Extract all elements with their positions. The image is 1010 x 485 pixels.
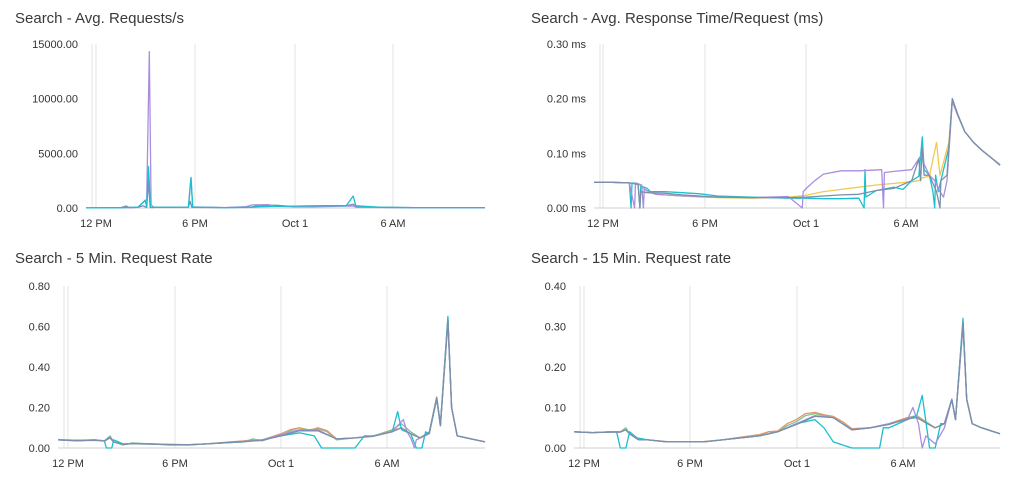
x-tick-label: 6 PM bbox=[677, 458, 703, 470]
y-tick-label: 10000.00 bbox=[32, 94, 78, 106]
y-tick-label: 0.30 ms bbox=[547, 39, 587, 51]
x-tick-label: Oct 1 bbox=[268, 458, 294, 470]
x-tick-label: 12 PM bbox=[568, 458, 600, 470]
y-tick-label: 0.00 bbox=[57, 203, 78, 215]
x-tick-label: 6 AM bbox=[890, 458, 915, 470]
panel-avg-requests: Search - Avg. Requests/s 12 PM 6 PM Oct 1 6… bbox=[15, 10, 485, 230]
y-tick-label: 0.20 ms bbox=[547, 94, 587, 106]
y-tick-label: 0.80 bbox=[29, 281, 50, 293]
x-tick-label: 6 PM bbox=[182, 218, 208, 230]
series-line bbox=[57, 315, 486, 449]
series-line bbox=[573, 321, 1001, 443]
x-tick-label: 6 AM bbox=[893, 218, 918, 230]
y-tick-label: 0.40 bbox=[545, 281, 566, 293]
series-line bbox=[85, 165, 485, 209]
panel-5min-request-rate: Search - 5 Min. Request Rate 12 PM 6 PM Oc… bbox=[15, 250, 486, 470]
series-line bbox=[594, 98, 1001, 209]
series-line bbox=[57, 317, 486, 446]
x-tick-label: Oct 1 bbox=[793, 218, 819, 230]
series-line bbox=[594, 98, 1001, 209]
panel-title: Search - Avg. Response Time/Request (ms) bbox=[531, 10, 823, 27]
y-tick-label: 15000.00 bbox=[32, 39, 78, 51]
y-tick-label: 0.30 bbox=[545, 322, 566, 334]
panel-avg-response-time: Search - Avg. Response Time/Request (ms)… bbox=[531, 10, 1001, 230]
x-tick-label: 12 PM bbox=[587, 218, 619, 230]
y-tick-label: 0.10 ms bbox=[547, 148, 587, 160]
panel-title: Search - 5 Min. Request Rate bbox=[15, 250, 213, 267]
series-line bbox=[573, 325, 1001, 449]
series-line bbox=[594, 100, 1001, 199]
series-line bbox=[57, 319, 486, 446]
series-line bbox=[57, 317, 486, 446]
panel-title: Search - 15 Min. Request rate bbox=[531, 250, 731, 267]
x-tick-label: Oct 1 bbox=[784, 458, 810, 470]
x-tick-label: 6 AM bbox=[374, 458, 399, 470]
y-tick-label: 0.20 bbox=[29, 403, 50, 415]
y-tick-label: 0.00 bbox=[545, 443, 566, 455]
x-tick-label: 6 PM bbox=[692, 218, 718, 230]
y-tick-label: 0.20 bbox=[545, 362, 566, 374]
series-line bbox=[573, 321, 1001, 443]
y-tick-label: 0.00 ms bbox=[547, 203, 587, 215]
panel-title: Search - Avg. Requests/s bbox=[15, 10, 184, 27]
series-line bbox=[85, 51, 485, 209]
x-tick-label: 12 PM bbox=[80, 218, 112, 230]
y-tick-label: 0.10 bbox=[545, 403, 566, 415]
x-tick-label: 6 AM bbox=[380, 218, 405, 230]
series-line bbox=[57, 321, 486, 449]
y-tick-label: 0.40 bbox=[29, 362, 50, 374]
y-tick-label: 0.00 bbox=[29, 443, 50, 455]
x-tick-label: 6 PM bbox=[162, 458, 188, 470]
y-tick-label: 0.60 bbox=[29, 322, 50, 334]
panel-15min-request-rate: Search - 15 Min. Request rate 12 PM 6 PM O… bbox=[531, 250, 1001, 470]
y-tick-label: 5000.00 bbox=[38, 148, 78, 160]
x-tick-label: Oct 1 bbox=[282, 218, 308, 230]
x-tick-label: 12 PM bbox=[52, 458, 84, 470]
